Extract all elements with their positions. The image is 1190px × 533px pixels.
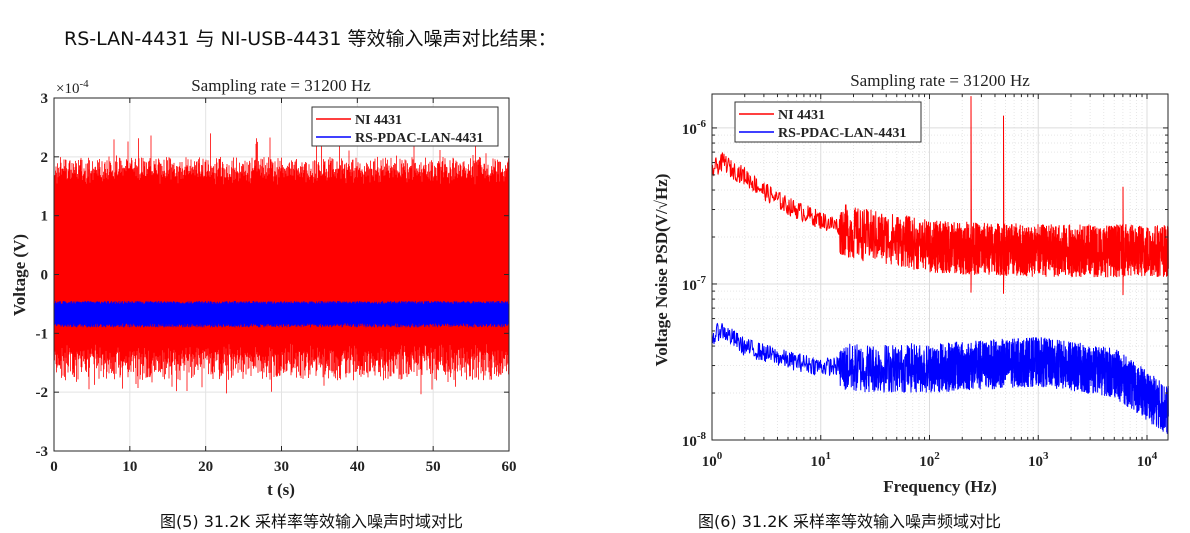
y-multiplier: ×10-4 (56, 78, 89, 97)
x-tick-label: 40 (350, 459, 365, 475)
y-tick-label: 3 (41, 91, 49, 107)
y-tick-label: 10-8 (682, 430, 707, 450)
y-axis-label: Voltage Noise PSD(V/√Hz) (652, 174, 671, 367)
legend: NI 4431 RS-PDAC-LAN-4431 (311, 106, 499, 147)
y-tick-label: 10-7 (682, 274, 707, 294)
x-tick-label: 101 (810, 450, 831, 470)
chart-title: Sampling rate = 31200 Hz (191, 76, 371, 95)
series-ni-4431 (711, 96, 1169, 296)
x-tick-label: 104 (1137, 450, 1158, 470)
x-axis-label: t (s) (267, 480, 295, 499)
ticks: 100 101 102 103 104 10-6 10-7 10-8 (682, 94, 1168, 470)
x-tick-label: 0 (50, 459, 58, 475)
legend-label-ni: NI 4431 (355, 113, 402, 128)
x-tick-label: 102 (919, 450, 940, 470)
series-group (711, 96, 1169, 434)
x-tick-label: 100 (702, 450, 723, 470)
x-axis-label: Frequency (Hz) (883, 477, 996, 496)
x-tick-label: 10 (122, 459, 137, 475)
document-title: RS-LAN-4431 与 NI-USB-4431 等效输入噪声对比结果： (64, 28, 557, 50)
legend-label-rs: RS-PDAC-LAN-4431 (778, 126, 906, 141)
y-tick-label: 0 (41, 268, 49, 284)
legend: NI 4431 RS-PDAC-LAN-4431 (734, 101, 922, 143)
y-tick-label: 10-6 (682, 118, 707, 138)
x-tick-label: 103 (1028, 450, 1049, 470)
caption-figure-5: 图(5) 31.2K 采样率等效输入噪声时域对比 (160, 512, 463, 531)
x-tick-label: 20 (198, 459, 213, 475)
x-tick-label: 30 (274, 459, 289, 475)
chart-title: Sampling rate = 31200 Hz (850, 71, 1030, 90)
x-tick-label: 60 (502, 459, 517, 475)
legend-label-rs: RS-PDAC-LAN-4431 (355, 131, 483, 146)
y-tick-label: -1 (36, 326, 49, 342)
y-tick-label: -3 (36, 444, 49, 460)
y-tick-label: -2 (36, 385, 49, 401)
y-axis-label: Voltage (V) (10, 234, 29, 316)
caption-figure-6: 图(6) 31.2K 采样率等效输入噪声频域对比 (698, 512, 1001, 531)
legend-label-ni: NI 4431 (778, 108, 825, 123)
series-rs-pdac-lan-4431 (711, 322, 1169, 434)
y-tick-label: 1 (41, 209, 49, 225)
y-tick-label: 2 (41, 150, 49, 166)
x-tick-label: 50 (426, 459, 441, 475)
